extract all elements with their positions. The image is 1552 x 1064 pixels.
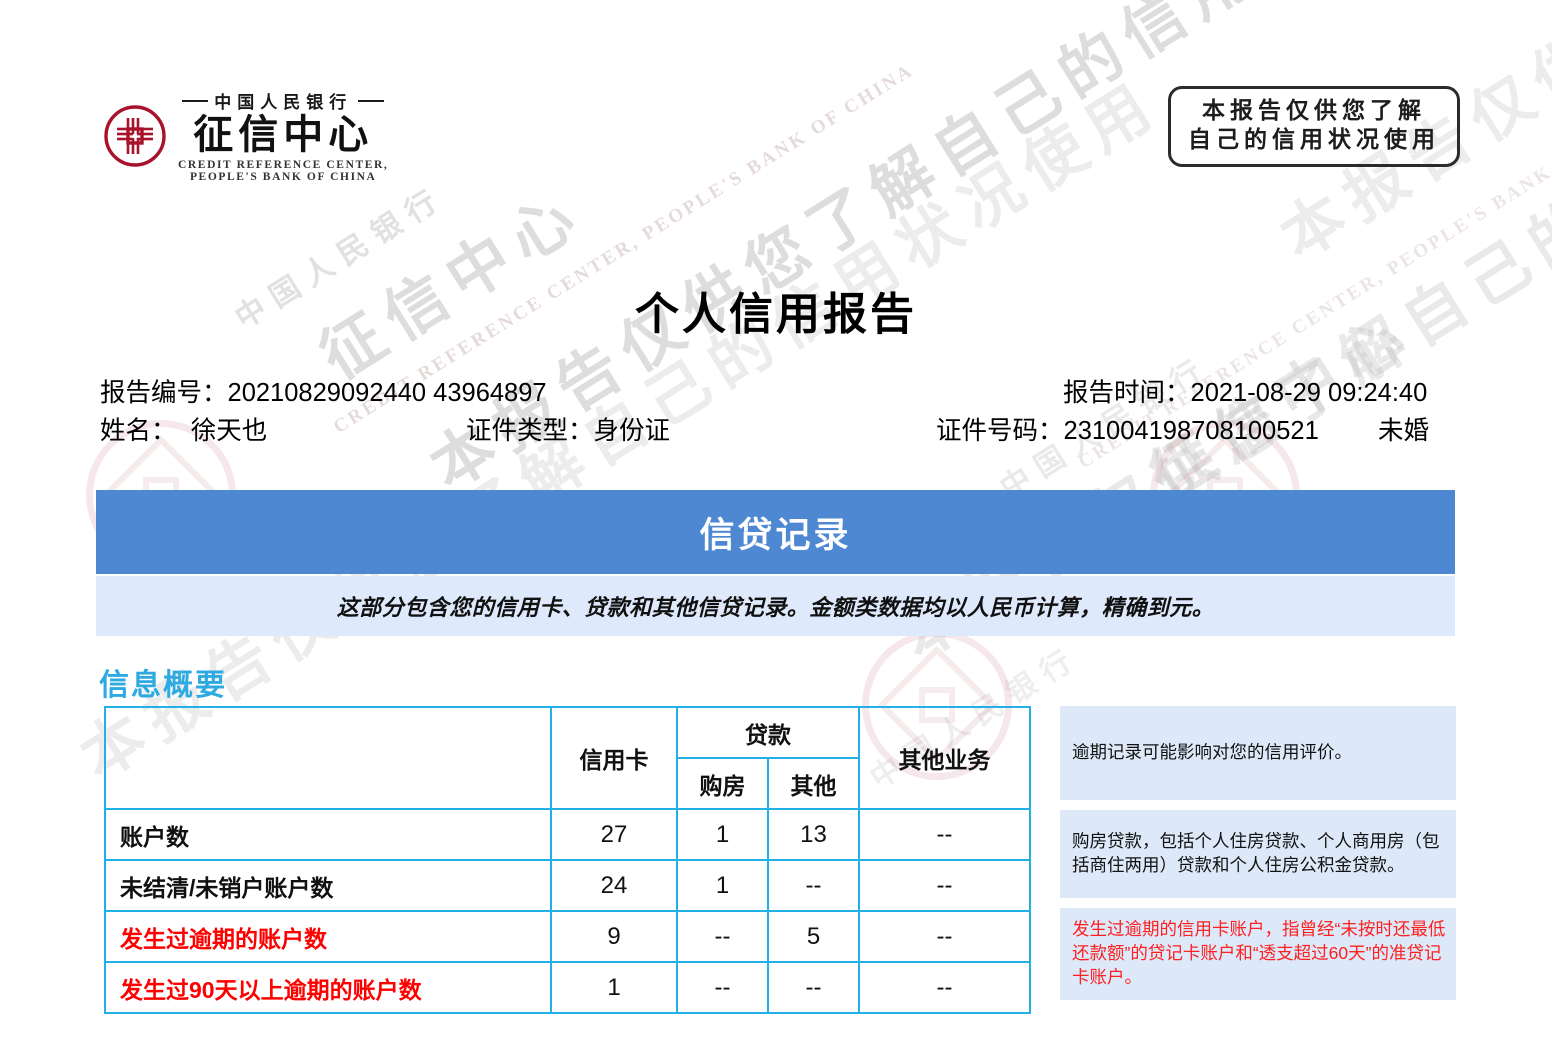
subject-name-label: 姓名： <box>100 417 177 445</box>
report-time-value: 2021-08-29 09:24:40 <box>1190 379 1428 407</box>
report-number-value: 20210829092440 43964897 <box>227 379 547 407</box>
marital-status: 未婚 <box>1378 417 1430 445</box>
report-meta: 报告编号：20210829092440 43964897 报告时间：2021-0… <box>0 372 1552 448</box>
subject-name-value: 徐天也 <box>190 417 268 445</box>
col-header-loans-home: 购房 <box>676 757 769 810</box>
col-header-loans: 贷款 <box>676 706 860 759</box>
meta-row-1: 报告编号：20210829092440 43964897 报告时间：2021-0… <box>0 372 1552 410</box>
cell-credit-card-account-count: 27 <box>550 808 678 861</box>
report-time: 报告时间：2021-08-29 09:24:40 <box>1063 372 1427 409</box>
report-number-label: 报告编号： <box>100 379 228 407</box>
cell-loans-home-unsettled: 1 <box>676 859 769 912</box>
meta-row-2: 姓名： 徐天也 证件类型：身份证 证件号码：231004198708100521… <box>0 410 1552 448</box>
cell-credit-card-overdue-90: 1 <box>550 961 678 1014</box>
col-header-other-business: 其他业务 <box>858 706 1031 810</box>
table-row: 账户数 27 1 13 -- <box>104 808 1031 861</box>
usage-notice-line2: 自己的信用状况使用 <box>1188 126 1440 153</box>
summary-table: 信用卡 贷款 其他业务 购房 其他 账户数 27 1 13 -- 未结清/未销户… <box>104 706 1031 1014</box>
summary-table-body: 账户数 27 1 13 -- 未结清/未销户账户数 24 1 -- -- 发生过… <box>104 808 1031 1014</box>
id-type-value: 身份证 <box>593 417 671 445</box>
usage-notice-line1: 本报告仅供您了解 <box>1202 97 1426 123</box>
brand-block: 中国人民银行 征信中心 CREDIT REFERENCE CENTER, PEO… <box>104 88 388 183</box>
cell-credit-card-unsettled: 24 <box>550 859 678 912</box>
summary-table-head: 信用卡 贷款 其他业务 购房 其他 <box>104 706 1031 810</box>
section-banner-credit-records: 信贷记录 <box>96 490 1455 574</box>
section-banner-subtitle: 这部分包含您的信用卡、贷款和其他信贷记录。金额类数据均以人民币计算，精确到元。 <box>96 576 1455 636</box>
cell-other-business-overdue-90: -- <box>858 961 1031 1014</box>
col-header-credit-card: 信用卡 <box>550 706 678 810</box>
report-header: 中国人民银行 征信中心 CREDIT REFERENCE CENTER, PEO… <box>0 0 1552 190</box>
side-notes: 逾期记录可能影响对您的信用评价。 购房贷款，包括个人住房贷款、个人商用房（包括商… <box>1060 706 1456 1000</box>
table-header-row-1: 信用卡 贷款 其他业务 <box>104 706 1031 810</box>
brand-english-line2: PEOPLE'S BANK OF CHINA <box>189 171 377 183</box>
report-time-label: 报告时间： <box>1063 379 1191 407</box>
brand-subline-top: 中国人民银行 <box>182 88 385 113</box>
brand-pboc-label: 中国人民银行 <box>214 93 353 112</box>
brand-text: 中国人民银行 征信中心 CREDIT REFERENCE CENTER, PEO… <box>178 88 388 183</box>
id-type-label: 证件类型： <box>466 417 594 445</box>
note-overdue-credit-card-definition: 发生过逾期的信用卡账户，指曾经“未按时还最低还款额”的贷记卡账户和“透支超过60… <box>1060 908 1456 1000</box>
section-title-summary: 信息概要 <box>99 669 227 702</box>
row-label-overdue-accounts: 发生过逾期的账户数 <box>104 910 552 963</box>
cell-other-business-account-count: -- <box>858 808 1031 861</box>
cell-loans-other-overdue: 5 <box>767 910 860 963</box>
id-type: 证件类型：身份证 <box>466 410 670 447</box>
cell-loans-other-overdue-90: -- <box>767 961 860 1014</box>
page-title: 个人信用报告 <box>635 290 917 339</box>
cell-other-business-unsettled: -- <box>858 859 1031 912</box>
usage-notice-stamp: 本报告仅供您了解 自己的信用状况使用 <box>1168 86 1460 167</box>
cell-credit-card-overdue: 9 <box>550 910 678 963</box>
cell-other-business-overdue: -- <box>858 910 1031 963</box>
id-number-value: 231004198708100521 <box>1063 417 1319 445</box>
note-divider-1 <box>1060 800 1456 810</box>
brand-rule-left <box>182 99 209 102</box>
brand-english-line1: CREDIT REFERENCE CENTER, <box>178 159 389 171</box>
cell-loans-home-overdue-90: -- <box>676 961 769 1014</box>
pboc-credit-center-logo-icon <box>104 104 166 167</box>
brand-rule-right <box>358 99 385 102</box>
col-header-loans-other: 其他 <box>767 757 860 810</box>
cell-loans-other-unsettled: -- <box>767 859 860 912</box>
note-overdue-impact: 逾期记录可能影响对您的信用评价。 <box>1060 706 1456 800</box>
row-label-account-count: 账户数 <box>104 808 552 861</box>
row-label-unsettled-accounts: 未结清/未销户账户数 <box>104 859 552 912</box>
table-header-row-2: 购房 其他 <box>105 757 1030 810</box>
cell-loans-home-overdue: -- <box>676 910 769 963</box>
note-home-loan-definition: 购房贷款，包括个人住房贷款、个人商用房（包括商住两用）贷款和个人住房公积金贷款。 <box>1060 810 1456 898</box>
subject-name: 姓名： 徐天也 <box>100 410 267 447</box>
id-number: 证件号码：231004198708100521 <box>936 410 1319 447</box>
report-number: 报告编号：20210829092440 43964897 <box>100 372 547 409</box>
brand-credit-center-label: 征信中心 <box>193 113 374 157</box>
row-label-overdue-90days-accounts: 发生过90天以上逾期的账户数 <box>104 961 552 1014</box>
table-row: 发生过90天以上逾期的账户数 1 -- -- -- <box>104 961 1031 1014</box>
cell-loans-other-account-count: 13 <box>767 808 860 861</box>
cell-loans-home-account-count: 1 <box>676 808 769 861</box>
table-row: 发生过逾期的账户数 9 -- 5 -- <box>104 910 1031 963</box>
id-number-label: 证件号码： <box>936 417 1064 445</box>
note-divider-2 <box>1060 898 1456 908</box>
col-header-blank <box>104 706 552 810</box>
table-row: 未结清/未销户账户数 24 1 -- -- <box>104 859 1031 912</box>
